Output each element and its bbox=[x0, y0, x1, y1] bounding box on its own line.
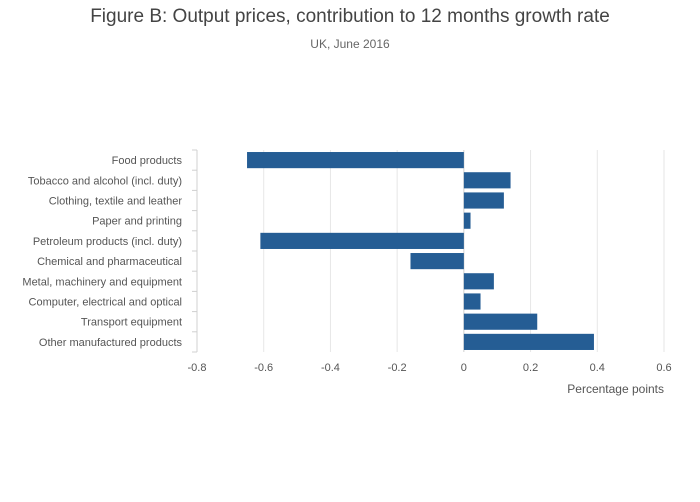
category-label: Chemical and pharmaceutical bbox=[37, 256, 182, 268]
category-label: Petroleum products (incl. duty) bbox=[33, 236, 182, 248]
bars bbox=[247, 152, 594, 350]
x-axis-title: Percentage points bbox=[567, 382, 664, 396]
bar bbox=[247, 152, 464, 169]
category-label: Transport equipment bbox=[81, 317, 182, 329]
x-axis: -0.8 -0.6 -0.4 -0.2 0 0.2 0.4 0.6 bbox=[188, 362, 672, 374]
bar bbox=[463, 333, 594, 350]
bar bbox=[463, 212, 471, 229]
category-label: Computer, electrical and optical bbox=[29, 297, 182, 309]
category-label: Paper and printing bbox=[92, 216, 182, 228]
category-label: Tobacco and alcohol (incl. duty) bbox=[28, 175, 182, 187]
bar bbox=[260, 232, 464, 249]
x-tick-label: 0.2 bbox=[523, 362, 538, 374]
x-tick-label: -0.6 bbox=[254, 362, 273, 374]
bar bbox=[410, 253, 464, 270]
category-label: Food products bbox=[112, 155, 183, 167]
category-label: Clothing, textile and leather bbox=[49, 196, 183, 208]
category-label: Metal, machinery and equipment bbox=[22, 276, 182, 288]
x-tick-label: 0.4 bbox=[590, 362, 605, 374]
chart-title: Figure B: Output prices, contribution to… bbox=[90, 6, 610, 27]
x-tick-label: -0.2 bbox=[388, 362, 407, 374]
bar bbox=[463, 313, 538, 330]
grid-lines bbox=[263, 150, 665, 352]
bar bbox=[463, 192, 504, 209]
category-label: Other manufactured products bbox=[39, 337, 183, 349]
x-tick-label: -0.4 bbox=[321, 362, 340, 374]
bar bbox=[463, 172, 511, 189]
x-tick-label: 0 bbox=[461, 362, 467, 374]
bar bbox=[463, 273, 494, 290]
x-tick-label: 0.6 bbox=[656, 362, 671, 374]
x-tick-label: -0.8 bbox=[188, 362, 207, 374]
y-axis: Food products Tobacco and alcohol (incl. … bbox=[22, 149, 198, 353]
chart-subtitle: UK, June 2016 bbox=[310, 37, 390, 51]
bar bbox=[463, 293, 481, 310]
